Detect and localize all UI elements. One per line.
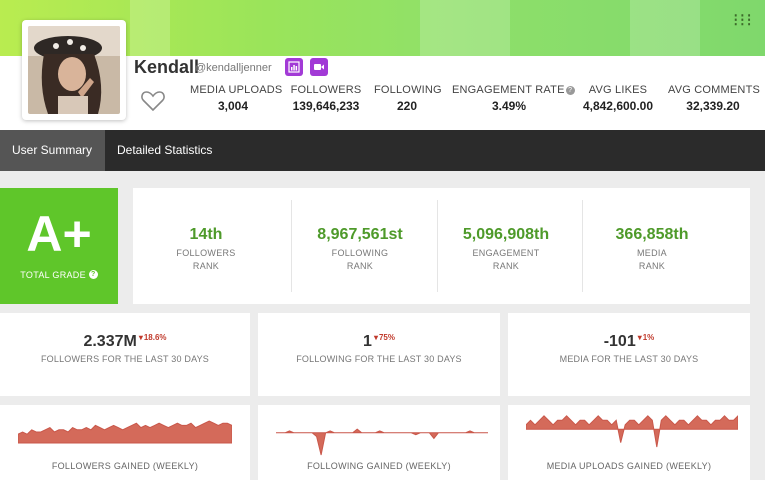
followers-trend-card: 2.337M18.6% FOLLOWERS FOR THE LAST 30 DA… [0, 313, 250, 396]
heart-icon[interactable] [140, 89, 166, 118]
rank-following: 8,967,561st FOLLOWING RANK [317, 226, 403, 271]
profile-bar [0, 56, 765, 130]
bar-chart-icon[interactable] [285, 58, 303, 76]
media-gained-sparkline [526, 415, 738, 448]
trend-value: 2.337M [83, 333, 137, 350]
stat-avg-likes: AVG LIKES 4,842,600.00 [582, 84, 654, 113]
sparkline-caption: FOLLOWING GAINED (WEEKLY) [307, 461, 451, 471]
ranks-card: 14th FOLLOWERS RANK 8,967,561st FOLLOWIN… [133, 188, 750, 304]
video-camera-icon[interactable] [310, 58, 328, 76]
trend-caption: FOLLOWERS FOR THE LAST 30 DAYS [40, 354, 210, 364]
avatar-frame [22, 20, 126, 120]
following-gained-sparkline [276, 428, 488, 456]
rank-followers: 14th FOLLOWERS RANK [176, 226, 236, 271]
more-options-icon[interactable]: ⁝⁝⁝ [732, 10, 753, 30]
profile-name: Kendall [134, 57, 200, 77]
stat-following: FOLLOWING 220 [374, 84, 442, 113]
following-trend-card: 175% FOLLOWING FOR THE LAST 30 DAYS [258, 313, 500, 396]
total-grade-card: A+ TOTAL GRADE ? [0, 188, 118, 304]
media-gained-card: MEDIA UPLOADS GAINED (WEEKLY) [508, 405, 750, 480]
rank-engagement: 5,096,908th ENGAGEMENT RANK [462, 226, 550, 271]
media-trend-card: -1011% MEDIA FOR THE LAST 30 DAYS [508, 313, 750, 396]
trend-caption: MEDIA FOR THE LAST 30 DAYS [559, 354, 699, 364]
trend-change: 75% [374, 333, 395, 342]
divider [437, 200, 438, 292]
stat-avg-comments: AVG COMMENTS 32,339.20 [668, 84, 761, 113]
followers-gained-sparkline [18, 420, 232, 444]
info-icon[interactable]: ? [565, 86, 575, 95]
profile-handle: @kendalljenner [195, 62, 272, 74]
sparkline-area [276, 428, 488, 456]
trend-caption: FOLLOWING FOR THE LAST 30 DAYS [296, 354, 462, 364]
sparkline-area [526, 415, 738, 448]
trend-value: 1 [363, 333, 372, 350]
trend-change: 1% [638, 333, 655, 342]
tab-detailed-statistics[interactable]: Detailed Statistics [117, 143, 213, 157]
sparkline-caption: FOLLOWERS GAINED (WEEKLY) [51, 461, 199, 471]
help-icon[interactable]: ? [88, 270, 98, 279]
trend-value: -101 [603, 333, 636, 350]
avatar [28, 26, 120, 114]
tab-user-summary[interactable]: User Summary [0, 130, 105, 171]
sparkline-area [18, 420, 232, 444]
sparkline-caption: MEDIA UPLOADS GAINED (WEEKLY) [546, 461, 712, 471]
stat-media-uploads: MEDIA UPLOADS 3,004 [190, 84, 283, 113]
rank-media: 366,858th MEDIA RANK [615, 226, 689, 271]
stat-engagement-rate: ENGAGEMENT RATE? 3.49% [452, 84, 575, 113]
stat-followers: FOLLOWERS 139,646,233 [290, 84, 362, 113]
total-grade-label: TOTAL GRADE [20, 270, 86, 280]
divider [291, 200, 292, 292]
divider [582, 200, 583, 292]
total-grade-value: A+ [26, 206, 92, 262]
trend-change: 18.6% [139, 333, 167, 342]
following-gained-card: FOLLOWING GAINED (WEEKLY) [258, 405, 500, 480]
profile-banner: ⁝⁝⁝ [0, 0, 765, 56]
tab-bar: User Summary Detailed Statistics [0, 130, 765, 171]
followers-gained-card: FOLLOWERS GAINED (WEEKLY) [0, 405, 250, 480]
